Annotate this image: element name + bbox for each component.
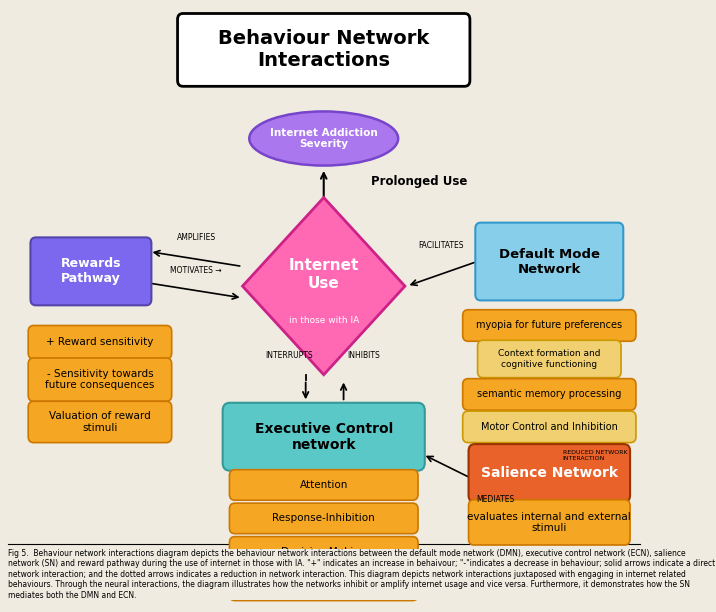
FancyBboxPatch shape (229, 537, 418, 567)
Text: Prolonged Use: Prolonged Use (371, 175, 467, 188)
FancyBboxPatch shape (178, 13, 470, 86)
Text: Default Mode
Network: Default Mode Network (499, 247, 600, 275)
FancyBboxPatch shape (28, 358, 172, 401)
Text: + Reward sensitivity: + Reward sensitivity (47, 337, 154, 347)
FancyBboxPatch shape (229, 469, 418, 500)
Text: Decision Making: Decision Making (281, 547, 367, 557)
Polygon shape (243, 198, 405, 375)
Text: - Sensitivity towards
future consequences: - Sensitivity towards future consequence… (45, 369, 155, 390)
FancyBboxPatch shape (223, 403, 425, 471)
Text: Attention: Attention (299, 480, 348, 490)
FancyBboxPatch shape (28, 401, 172, 442)
FancyBboxPatch shape (468, 500, 630, 545)
FancyBboxPatch shape (475, 223, 624, 300)
Text: FACILITATES: FACILITATES (418, 241, 464, 250)
Text: Valuation of reward
stimuli: Valuation of reward stimuli (49, 411, 151, 433)
FancyBboxPatch shape (463, 411, 636, 442)
Text: INTERRUPTS: INTERRUPTS (266, 351, 313, 359)
FancyBboxPatch shape (31, 237, 151, 305)
FancyBboxPatch shape (229, 570, 418, 600)
Text: Internet Addiction
Severity: Internet Addiction Severity (270, 128, 377, 149)
Text: MEDIATES: MEDIATES (476, 494, 514, 504)
Text: INHIBITS: INHIBITS (347, 351, 379, 359)
FancyBboxPatch shape (478, 340, 621, 378)
Text: Motor Control and Inhibition: Motor Control and Inhibition (481, 422, 618, 432)
Ellipse shape (249, 111, 398, 166)
Text: Fig 5.  Behaviour network interactions diagram depicts the behaviour network int: Fig 5. Behaviour network interactions di… (8, 549, 715, 600)
Text: Rewards
Pathway: Rewards Pathway (61, 258, 121, 285)
Text: Salience Network: Salience Network (481, 466, 618, 480)
Text: Executive Control
network: Executive Control network (255, 422, 393, 452)
Text: AMPLIFIES: AMPLIFIES (176, 233, 216, 242)
Text: semantic memory processing: semantic memory processing (477, 389, 621, 400)
Text: MOTIVATES →: MOTIVATES → (170, 266, 222, 275)
Text: Response-Inhibition: Response-Inhibition (272, 513, 375, 523)
Text: Interoception: Interoception (289, 580, 359, 591)
Text: Internet
Use: Internet Use (289, 258, 359, 291)
FancyBboxPatch shape (28, 326, 172, 359)
Text: Context formation and
cognitive functioning: Context formation and cognitive function… (498, 349, 601, 368)
FancyBboxPatch shape (229, 503, 418, 534)
Text: Behaviour Network
Interactions: Behaviour Network Interactions (218, 29, 430, 70)
Text: myopia for future preferences: myopia for future preferences (476, 321, 622, 330)
Text: evaluates internal and external
stimuli: evaluates internal and external stimuli (468, 512, 632, 533)
FancyBboxPatch shape (468, 444, 630, 502)
Text: REDUCED NETWORK
INTERACTION: REDUCED NETWORK INTERACTION (563, 450, 627, 461)
FancyBboxPatch shape (463, 379, 636, 410)
Text: in those with IA: in those with IA (289, 316, 359, 325)
FancyBboxPatch shape (463, 310, 636, 341)
